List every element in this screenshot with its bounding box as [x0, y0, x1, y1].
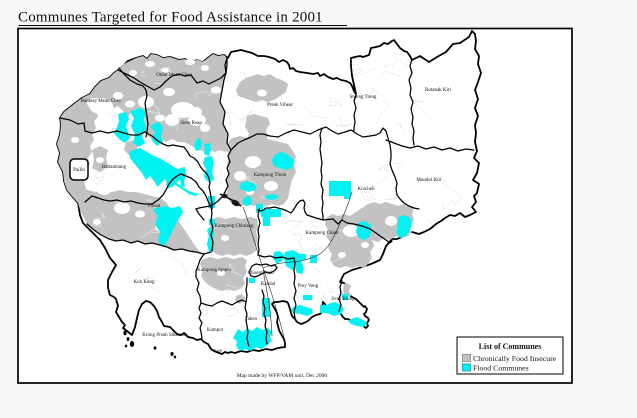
svg-text:Phnom Penh: Phnom Penh — [248, 271, 274, 276]
svg-text:Kampong Thom: Kampong Thom — [254, 173, 287, 178]
svg-text:Preah Vihear: Preah Vihear — [267, 103, 293, 108]
svg-text:Kampot: Kampot — [207, 328, 224, 333]
svg-text:Pursat: Pursat — [148, 204, 161, 209]
svg-text:Pailin: Pailin — [73, 168, 85, 173]
svg-text:Kandal: Kandal — [261, 282, 276, 287]
svg-text:Communes Targeted for Food Ass: Communes Targeted for Food Assistance in… — [18, 10, 323, 26]
svg-text:Flood Communes: Flood Communes — [473, 364, 529, 373]
svg-text:Mondol Kiri: Mondol Kiri — [416, 178, 442, 183]
svg-text:Takeo: Takeo — [245, 317, 258, 322]
svg-text:Krong Preah Sihanouk: Krong Preah Sihanouk — [142, 333, 188, 338]
svg-text:Kampong Cham: Kampong Cham — [306, 231, 339, 236]
svg-text:Kampong Chhnang: Kampong Chhnang — [214, 224, 254, 229]
svg-text:Chronically Food Insecure: Chronically Food Insecure — [473, 354, 557, 363]
svg-text:Kaeb: Kaeb — [214, 348, 222, 353]
svg-text:Otdar Mean Chey: Otdar Mean Chey — [156, 73, 192, 78]
svg-text:Banteay Mean Chey: Banteay Mean Chey — [81, 99, 122, 104]
svg-text:Kampong Spueu: Kampong Spueu — [197, 268, 231, 273]
svg-text:Prey Veng: Prey Veng — [298, 284, 319, 289]
svg-text:Battambang: Battambang — [102, 165, 127, 170]
svg-text:Stueng Treng: Stueng Treng — [350, 95, 377, 100]
svg-text:Rotanak Kiri: Rotanak Kiri — [425, 88, 452, 93]
svg-text:Koh Kong: Koh Kong — [134, 280, 155, 285]
svg-text:Map made by WFP/VAM unit, Dec: Map made by WFP/VAM unit, Dec 2000 — [237, 373, 328, 379]
svg-text:Siem Reap: Siem Reap — [180, 121, 202, 126]
svg-text:List of Communes: List of Communes — [479, 342, 542, 351]
svg-text:Kracheh: Kracheh — [358, 187, 375, 192]
svg-text:Svay Rieng: Svay Rieng — [331, 297, 355, 302]
